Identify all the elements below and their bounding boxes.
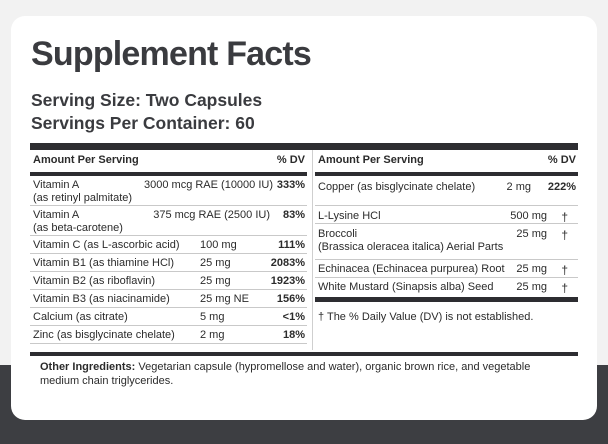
amount-per-serving-header: Amount Per Serving (318, 154, 424, 166)
ingredient-dv: † (561, 210, 568, 224)
table-row: L-Lysine HCl 500 mg † (315, 206, 578, 224)
nutrient-amount: 3000 mcg RAE (10000 IU) (144, 179, 274, 191)
nutrient-dv: 18% (282, 329, 305, 341)
header-rule (30, 172, 307, 176)
nutrient-form: (as retinyl palmitate) (33, 192, 133, 204)
table-row: Broccoli (Brassica oleracea italica) Aer… (315, 223, 578, 260)
nutrient-amount: 25 mg (200, 257, 231, 269)
table-row: Vitamin A (as retinyl palmitate) 3000 mc… (30, 176, 307, 206)
table-row: Copper (as bisglycinate chelate) 2 mg 22… (315, 176, 578, 206)
right-table-bottom-rule (315, 297, 578, 302)
other-ingredients: Other Ingredients: Vegetarian capsule (h… (40, 360, 560, 388)
ingredient-name: Echinacea (Echinacea purpurea) Root (318, 263, 505, 275)
ingredient-amount: 25 mg (516, 281, 547, 293)
table-row: Calcium (as citrate) 5 mg <1% (30, 308, 307, 326)
table-row: Vitamin B2 (as riboflavin) 25 mg 1923% (30, 272, 307, 290)
ingredient-name: Copper (as bisglycinate chelate) (318, 181, 476, 193)
nutrient-name: Vitamin B1 (as thiamine HCl) (33, 257, 175, 269)
dv-header: % DV (547, 154, 576, 166)
ingredient-dv: † (561, 263, 568, 277)
ingredient-dv: 222% (547, 181, 576, 193)
nutrient-dv: <1% (282, 311, 305, 323)
table-row: Vitamin B1 (as thiamine HCl) 25 mg 2083% (30, 254, 307, 272)
table-row: Zinc (as bisglycinate chelate) 2 mg 18% (30, 326, 307, 344)
nutrient-form: (as beta-carotene) (33, 222, 123, 234)
nutrient-amount: 25 mg NE (200, 293, 249, 305)
ingredient-name: L-Lysine HCl (318, 210, 381, 222)
nutrient-dv: 156% (276, 293, 305, 305)
nutrient-name: Vitamin B3 (as niacinamide) (33, 293, 170, 305)
header-rule (315, 172, 578, 176)
nutrient-dv: 1923% (270, 275, 305, 287)
servings-per-container: Servings Per Container: 60 (31, 113, 255, 133)
nutrient-name: Vitamin C (as L-ascorbic acid) (33, 239, 180, 251)
table-header: Amount Per Serving % DV (315, 150, 578, 172)
column-divider (312, 150, 313, 350)
nutrient-amount: 25 mg (200, 275, 231, 287)
table-row: Vitamin C (as L-ascorbic acid) 100 mg 11… (30, 236, 307, 254)
table-row: Vitamin A (as beta-carotene) 375 mcg RAE… (30, 206, 307, 236)
ingredient-dv: † (561, 281, 568, 295)
table-header: Amount Per Serving % DV (30, 150, 307, 172)
nutrient-dv: 2083% (270, 257, 305, 269)
page-title: Supplement Facts (31, 35, 312, 73)
ingredient-amount: 500 mg (510, 210, 547, 222)
nutrient-dv: 83% (282, 209, 305, 221)
nutrient-name: Calcium (as citrate) (33, 311, 128, 323)
bottom-rule (30, 352, 578, 356)
nutrient-amount: 375 mcg RAE (2500 IU) (153, 209, 270, 221)
left-facts-table: Amount Per Serving % DV Vitamin A (as re… (30, 150, 307, 344)
right-facts-table: Amount Per Serving % DV Copper (as bisgl… (315, 150, 578, 296)
ingredient-amount: 25 mg (516, 263, 547, 275)
nutrient-name: Vitamin A (33, 209, 80, 221)
nutrient-name: Vitamin A (33, 179, 80, 191)
top-rule (30, 143, 578, 150)
nutrient-dv: 111% (278, 239, 305, 251)
ingredient-name: White Mustard (Sinapsis alba) Seed (318, 281, 494, 293)
nutrient-amount: 5 mg (200, 311, 225, 323)
other-ingredients-text: Vegetarian capsule (hypromellose and wat… (40, 361, 531, 387)
ingredient-name: Broccoli (318, 228, 358, 240)
nutrient-amount: 100 mg (200, 239, 237, 251)
table-row: White Mustard (Sinapsis alba) Seed 25 mg… (315, 278, 578, 296)
ingredient-part: (Brassica oleracea italica) Aerial Parts (318, 241, 504, 253)
ingredient-amount: 2 mg (506, 181, 531, 193)
dv-footnote: † The % Daily Value (DV) is not establis… (318, 311, 534, 323)
ingredient-dv: † (561, 228, 568, 242)
nutrient-amount: 2 mg (200, 329, 225, 341)
nutrient-name: Vitamin B2 (as riboflavin) (33, 275, 156, 287)
nutrient-dv: 333% (276, 179, 305, 191)
nutrient-name: Zinc (as bisglycinate chelate) (33, 329, 175, 341)
amount-per-serving-header: Amount Per Serving (33, 154, 139, 166)
ingredient-amount: 25 mg (516, 228, 547, 240)
table-row: Vitamin B3 (as niacinamide) 25 mg NE 156… (30, 290, 307, 308)
table-row: Echinacea (Echinacea purpurea) Root 25 m… (315, 260, 578, 278)
serving-size: Serving Size: Two Capsules (31, 90, 263, 110)
other-ingredients-label: Other Ingredients: (40, 361, 136, 373)
dv-header: % DV (276, 154, 305, 166)
